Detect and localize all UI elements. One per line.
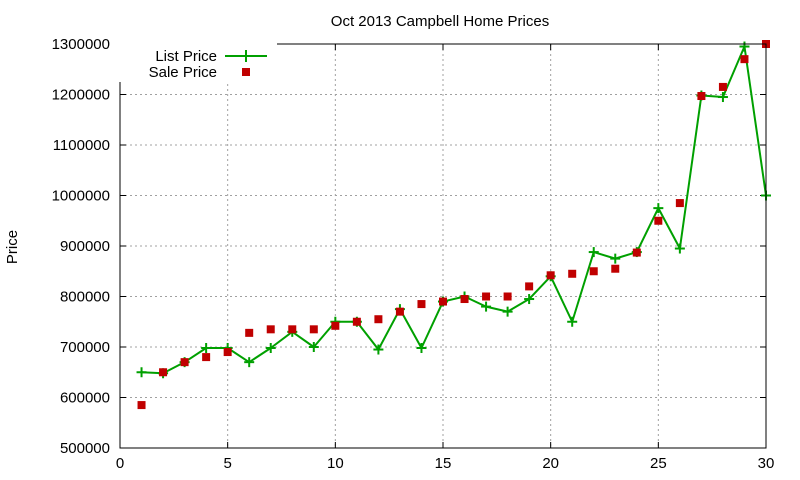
sale-price-point — [589, 267, 598, 276]
x-tick-label: 20 — [542, 455, 559, 472]
sale-price-point — [611, 264, 620, 273]
sale-price-point — [654, 216, 663, 225]
sale-price-point — [288, 325, 297, 334]
legend: List Price Sale Price — [117, 42, 277, 82]
sale-price-point — [482, 292, 491, 301]
sale-price-point — [503, 292, 512, 301]
y-axis-label: Price — [4, 230, 21, 264]
sale-price-point — [309, 325, 318, 334]
sale-price-point — [632, 248, 641, 257]
y-tick-label: 600000 — [60, 390, 110, 407]
x-tick-label: 5 — [223, 455, 231, 472]
sale-price-point — [352, 317, 361, 326]
list-price-point — [739, 41, 750, 52]
sale-price-point — [202, 353, 211, 362]
list-price-point — [136, 367, 147, 378]
chart-title: Oct 2013 Campbell Home Prices — [331, 13, 549, 30]
list-price-point — [567, 316, 578, 327]
sale-price-point — [675, 199, 684, 208]
list-price-point — [244, 357, 255, 368]
list-price-point — [610, 253, 621, 264]
tick-labels: 0 5 10 15 20 25 30 500000 600000 700000 800000 9000… — [52, 36, 775, 472]
y-tick-label: 700000 — [60, 339, 110, 356]
list-price-point — [502, 306, 513, 317]
sale-price-point — [417, 300, 426, 309]
list-price-point — [373, 344, 384, 355]
sale-price-point — [137, 401, 146, 410]
y-tick-label: 1100000 — [53, 137, 110, 154]
list-price-point — [674, 243, 685, 254]
sale-price-point — [395, 307, 404, 316]
legend-label-list-price: List Price — [155, 48, 217, 65]
plot-frame — [119, 43, 767, 449]
sale-price-point — [718, 82, 727, 91]
x-tick-label: 0 — [116, 455, 124, 472]
legend-marker-sale-price — [242, 68, 250, 76]
sale-price-point — [439, 297, 447, 306]
sale-price-point — [331, 321, 340, 330]
legend-label-sale-price: Sale Price — [149, 64, 217, 81]
list-price-point — [481, 301, 492, 312]
sale-price-point — [525, 282, 534, 291]
legend-marker-list-price — [240, 50, 252, 62]
sale-price-point — [546, 271, 555, 280]
y-tick-label: 500000 — [60, 440, 110, 457]
list-price-point — [653, 203, 664, 214]
sale-price-point — [460, 295, 469, 304]
y-tick-label: 1000000 — [52, 188, 110, 205]
x-tick-label: 30 — [758, 455, 775, 472]
grid-lines — [120, 44, 766, 448]
y-tick-label: 1200000 — [52, 87, 110, 104]
list-price-line — [141, 45, 767, 375]
x-tick-label: 25 — [650, 455, 667, 472]
sale-price-point — [374, 315, 383, 324]
x-tick-label: 10 — [327, 455, 344, 472]
list-price-point — [265, 343, 276, 354]
sale-price-point — [245, 328, 254, 337]
sale-price-point — [223, 348, 232, 357]
y-tick-label: 900000 — [60, 238, 110, 255]
y-tick-label: 1300000 — [52, 36, 110, 53]
sale-price-point — [740, 55, 749, 64]
x-tick-label: 15 — [435, 455, 452, 472]
list-price-point — [588, 247, 599, 258]
list-price-point — [524, 294, 535, 305]
sale-price-point — [159, 368, 168, 377]
series-layer — [136, 40, 771, 410]
sale-price-point — [266, 325, 275, 334]
list-price-point — [201, 343, 212, 354]
sale-price-point — [180, 358, 189, 367]
y-tick-label: 800000 — [60, 289, 110, 306]
sale-price-point — [568, 269, 577, 278]
list-price-point — [717, 92, 728, 103]
list-price-point — [416, 343, 427, 354]
list-price-point — [308, 342, 319, 352]
sale-price-point — [697, 92, 706, 101]
